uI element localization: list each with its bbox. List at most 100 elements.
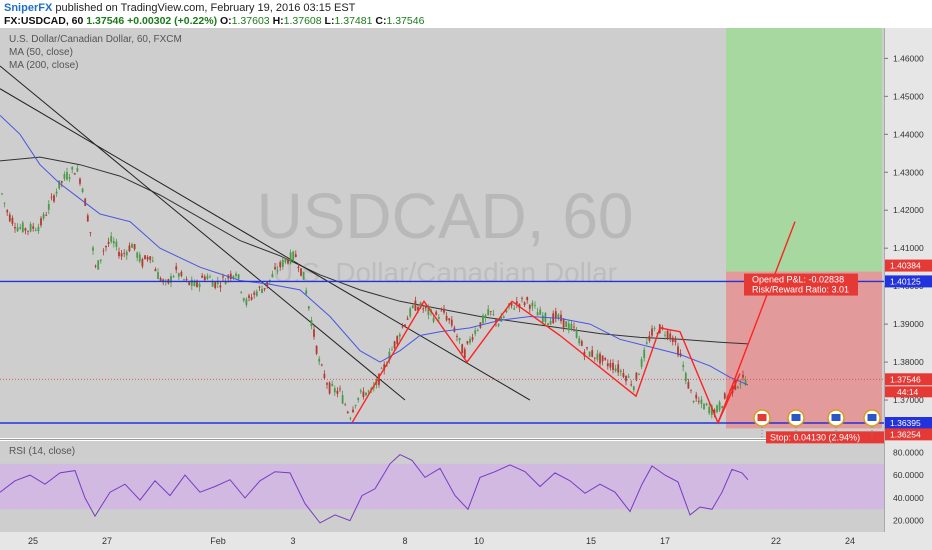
candle-body	[255, 291, 258, 296]
candle-body	[76, 168, 79, 172]
price-tag-upper_line	[885, 275, 932, 288]
candle-body	[617, 364, 620, 373]
candle-body	[60, 181, 63, 183]
candle-body	[344, 404, 347, 406]
ma200-legend: MA (200, close)	[9, 60, 79, 71]
candle-body	[723, 393, 726, 399]
instrument-legend: U.S. Dollar/Canadian Dollar, 60, FXCM	[9, 34, 182, 45]
candle-body	[55, 191, 58, 194]
candle-body	[437, 317, 440, 319]
candle-body	[229, 273, 232, 279]
candle-body	[300, 268, 302, 276]
candle-body	[149, 256, 152, 260]
price-tag-stop	[885, 428, 932, 441]
candle-body	[245, 299, 248, 305]
candle-body	[695, 394, 698, 399]
candle-body	[16, 227, 19, 232]
candle-body	[297, 266, 300, 269]
candle-body	[541, 315, 544, 322]
candle-body	[656, 333, 659, 334]
candle-body	[484, 315, 487, 318]
candle-body	[489, 311, 492, 312]
trendline	[0, 65, 406, 401]
candle-body	[466, 341, 469, 344]
author-link[interactable]: SniperFX	[4, 2, 53, 14]
rsi-legend: RSI (14, close)	[9, 446, 76, 457]
candle-body	[190, 279, 193, 286]
candle-body	[622, 373, 625, 378]
candle-body	[424, 306, 427, 309]
candle-body	[700, 399, 703, 404]
candle-body	[526, 297, 529, 301]
candle-body	[687, 382, 690, 389]
price-tick-label: 1.44000	[893, 129, 924, 139]
candle-body	[445, 315, 448, 321]
profit-zone[interactable]	[726, 28, 882, 272]
time-tick-label: 15	[586, 536, 596, 546]
countdown-tag	[885, 386, 932, 398]
loss-zone[interactable]	[726, 271, 882, 429]
candle-body	[398, 334, 401, 337]
candle-body	[487, 309, 490, 315]
candle-body	[705, 403, 708, 405]
candle-body	[45, 215, 48, 216]
time-tick-label: 8	[402, 536, 407, 546]
candle-body	[112, 241, 115, 244]
candle-body	[409, 308, 412, 317]
candle-body	[401, 326, 404, 328]
candle-body	[653, 328, 656, 329]
candle-body	[692, 400, 695, 403]
candle-body	[521, 298, 523, 299]
candle-body	[89, 232, 92, 233]
candle-body	[396, 336, 399, 344]
candle-body	[125, 251, 128, 256]
candle-body	[515, 301, 518, 304]
candle-body	[471, 337, 474, 340]
candle-body	[359, 390, 362, 392]
candle-body	[209, 276, 211, 278]
candle-body	[575, 330, 578, 338]
candle-body	[635, 372, 638, 381]
candle-body	[404, 324, 406, 327]
candle-body	[669, 333, 672, 338]
candle-body	[216, 281, 219, 284]
candle-body	[222, 276, 224, 278]
price-change: +0.00302 (+0.22%)	[127, 15, 218, 27]
stop-label: Stop: 0.04130 (2.94%)	[770, 432, 860, 442]
time-axis[interactable]	[0, 532, 932, 550]
rsi-tick-label: 40.0000	[893, 493, 924, 503]
candle-body	[105, 246, 107, 248]
candle-body	[593, 357, 596, 359]
candle-body	[352, 409, 354, 413]
rsi-layer	[0, 454, 884, 524]
candle-body	[716, 405, 718, 413]
candle-body	[627, 376, 630, 378]
candle-body	[539, 309, 542, 315]
candle-body	[336, 390, 339, 394]
candle-body	[180, 271, 183, 276]
candle-body	[664, 334, 666, 336]
candle-body	[193, 281, 196, 287]
candle-body	[1, 193, 3, 195]
candle-body	[50, 196, 53, 198]
candle-body	[513, 308, 516, 310]
candle-body	[604, 357, 607, 360]
candle-body	[570, 323, 573, 330]
candle-body	[107, 242, 110, 244]
candle-body	[196, 280, 198, 287]
pnl-box	[744, 273, 858, 296]
candle-body	[250, 297, 253, 300]
candle-body	[24, 228, 27, 231]
candle-body	[393, 341, 396, 348]
candle-body	[684, 373, 687, 382]
open-value: 1.37603	[231, 15, 270, 27]
candle-body	[414, 300, 417, 311]
candle-body	[742, 374, 744, 378]
candle-body	[214, 282, 217, 288]
price-tag-lower_line	[885, 417, 932, 430]
time-tick-label: 24	[845, 536, 855, 546]
candle-body	[326, 383, 328, 385]
